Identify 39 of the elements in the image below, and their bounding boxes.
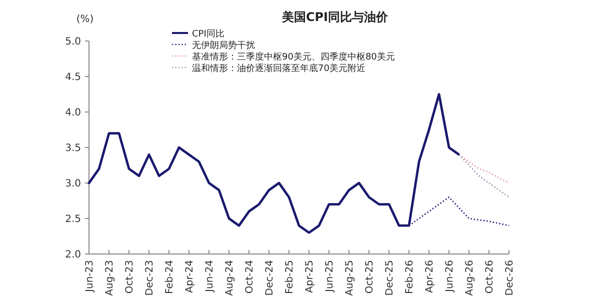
- chart-title: 美国CPI同比与油价: [280, 10, 390, 24]
- y-tick-label: 4.5: [65, 72, 81, 83]
- x-tick-label: Jun-23: [84, 260, 96, 293]
- x-tick-label: Jun-26: [444, 260, 456, 293]
- legend-label: 温和情形：油价逐渐回落至年底70美元附近: [192, 63, 366, 74]
- legend-label: 无伊朗局势干扰: [192, 40, 255, 51]
- y-tick-label: 4.0: [65, 108, 81, 118]
- line-series: [408, 196, 510, 226]
- x-tick-label: Dec-24: [264, 260, 276, 296]
- x-tick-label: Oct-25: [364, 260, 376, 294]
- x-tick-label: Aug-25: [344, 260, 356, 296]
- x-tick-label: Jun-25: [324, 260, 336, 293]
- x-tick-label: Aug-23: [104, 260, 116, 296]
- x-tick-label: Oct-23: [124, 260, 136, 294]
- x-tick-label: Feb-25: [284, 260, 296, 294]
- x-tick-label: Aug-24: [224, 260, 236, 296]
- y-tick-label: 2.0: [65, 250, 81, 260]
- x-tick-label: Dec-23: [144, 260, 156, 296]
- legend-label: CPI同比: [192, 28, 224, 40]
- y-tick-label: 5.0: [65, 36, 81, 48]
- line-series: [88, 93, 460, 234]
- y-tick-label: 3.0: [65, 178, 81, 190]
- x-tick-label: Feb-24: [164, 260, 176, 294]
- x-tick-label: Oct-26: [484, 260, 496, 294]
- y-tick-label: 3.5: [65, 143, 81, 154]
- y-axis-title: (%): [76, 14, 94, 25]
- line-series: [458, 154, 510, 184]
- x-tick-label: Jun-24: [204, 260, 216, 293]
- x-tick-label: Apr-24: [184, 260, 196, 293]
- y-tick-label: 2.5: [65, 214, 81, 225]
- x-tick-label: Aug-26: [464, 260, 476, 296]
- x-tick-label: Dec-25: [384, 260, 396, 296]
- line-series: [458, 154, 510, 198]
- x-tick-label: Oct-24: [244, 260, 256, 294]
- x-tick-label: Feb-26: [404, 260, 416, 294]
- x-tick-label: Apr-25: [304, 260, 316, 293]
- legend-label: 基准情形：三季度中枢90美元、四季度中枢80美元: [192, 52, 395, 62]
- x-tick-label: Apr-26: [424, 260, 436, 293]
- x-tick-label: Dec-26: [504, 260, 516, 296]
